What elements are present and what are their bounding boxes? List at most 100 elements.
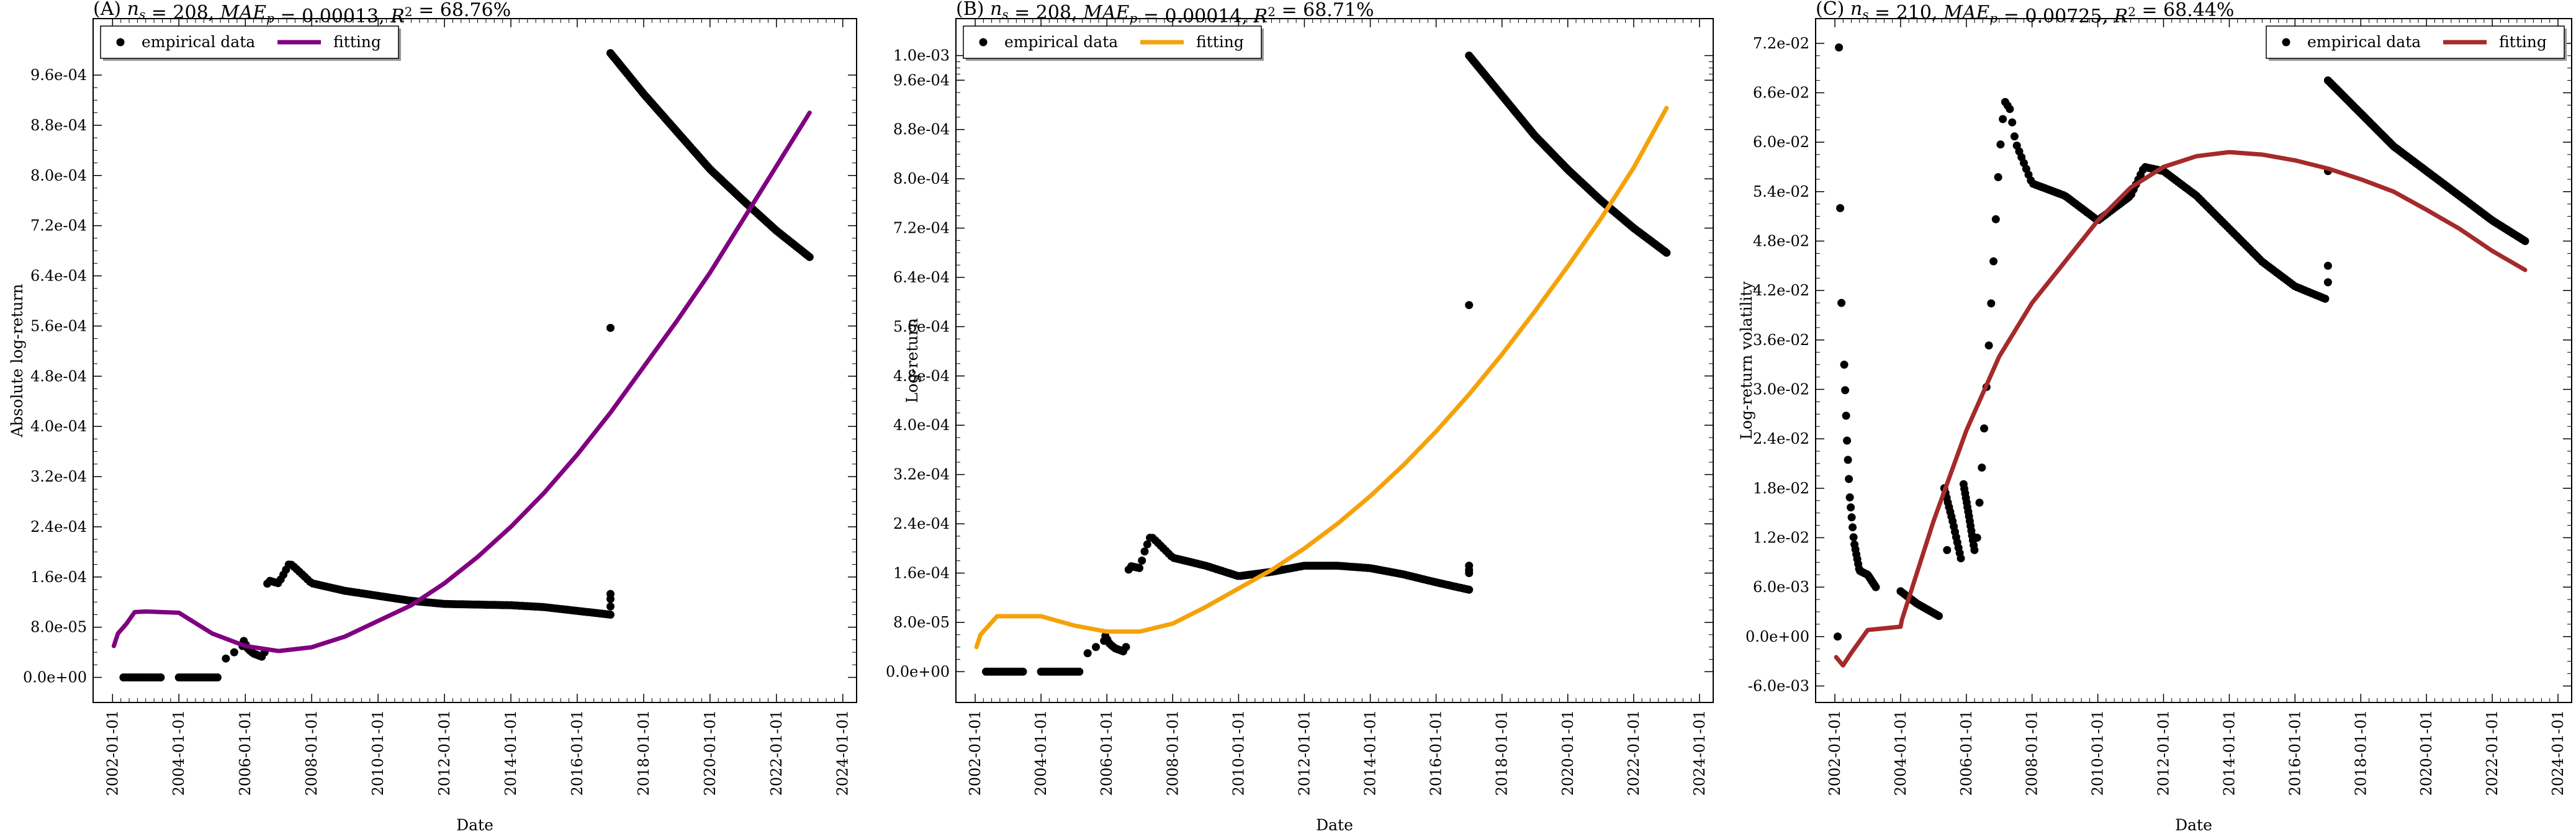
data-point — [1122, 643, 1130, 652]
panel-c: (C) ns = 210, MAEp = 0.00725, R2 = 68.44… — [1737, 0, 2572, 834]
y-tick-label: 1.2e-02 — [1753, 529, 1809, 546]
data-point — [2323, 261, 2332, 270]
y-tick-label: 4.8e-04 — [893, 367, 950, 385]
data-point — [1847, 503, 1855, 512]
y-tick-label: 0.0e+00 — [1745, 628, 1809, 645]
legend-label-fitting: fitting — [1196, 33, 1244, 51]
data-point — [230, 648, 238, 657]
data-point — [156, 673, 165, 682]
data-point — [1994, 173, 2002, 181]
data-point — [1984, 341, 1993, 350]
legend-label-fitting: fitting — [2499, 33, 2547, 51]
data-point — [1092, 643, 1100, 652]
data-point — [1843, 436, 1852, 445]
x-tick-label: 2014-01-01 — [502, 710, 520, 796]
data-point — [606, 323, 615, 332]
legend-label-empirical: empirical data — [142, 33, 255, 51]
data-point — [606, 611, 615, 619]
x-tick-label: 2018-01-01 — [635, 710, 652, 796]
data-point — [1662, 248, 1671, 257]
data-point — [1975, 498, 1984, 507]
x-tick-label: 2014-01-01 — [1362, 710, 1379, 796]
y-tick-label: 0.0e+00 — [886, 663, 950, 680]
data-point — [1935, 612, 1943, 621]
y-tick-label: 1.8e-02 — [1753, 480, 1809, 497]
x-tick-label: 2020-01-01 — [2418, 710, 2435, 796]
legend-box — [963, 25, 1262, 59]
data-point — [2010, 132, 2019, 141]
x-tick-label: 2004-01-01 — [170, 710, 187, 796]
data-point — [1849, 523, 1857, 532]
legend-box — [100, 25, 399, 59]
x-axis-title: Date — [456, 816, 493, 834]
data-point — [2321, 294, 2330, 303]
data-point — [1973, 534, 1981, 542]
data-point — [1871, 583, 1880, 591]
data-point — [222, 654, 230, 663]
y-tick-label: 0.0e+00 — [23, 669, 87, 686]
data-point — [1465, 301, 1474, 310]
y-tick-label: 4.0e-04 — [893, 416, 950, 434]
data-point — [1978, 464, 1986, 472]
data-point — [1989, 257, 1998, 266]
y-tick-label: 3.2e-04 — [30, 468, 87, 485]
x-tick-label: 2006-01-01 — [1098, 710, 1115, 796]
y-tick-label: 8.0e-04 — [893, 170, 950, 187]
x-tick-label: 2024-01-01 — [2549, 710, 2567, 796]
x-tick-label: 2008-01-01 — [2024, 710, 2041, 796]
x-tick-label: 2022-01-01 — [1625, 710, 1642, 796]
x-tick-label: 2024-01-01 — [1691, 710, 1708, 796]
chart-title: (B) ns = 208, MAEp = 0.00014, R2 = 68.71… — [956, 0, 1374, 27]
y-tick-label: 9.6e-04 — [30, 66, 87, 84]
y-tick-label: 3.2e-04 — [893, 466, 950, 483]
y-tick-label: -6.0e-03 — [1748, 677, 1809, 694]
y-tick-label: 6.0e-03 — [1753, 578, 1809, 596]
legend-label-empirical: empirical data — [2307, 33, 2421, 51]
y-tick-label: 2.4e-02 — [1753, 430, 1809, 447]
legend-label-empirical: empirical data — [1004, 33, 1118, 51]
x-tick-label: 2008-01-01 — [1164, 710, 1181, 796]
legend: empirical data fitting — [963, 25, 1264, 61]
data-point — [1991, 215, 2000, 223]
x-tick-label: 2012-01-01 — [436, 710, 453, 796]
chart-title: (A) ns = 208, MAEp = 0.00013, R2 = 68.76… — [93, 0, 511, 27]
data-point — [1987, 299, 1996, 308]
data-point — [1847, 513, 1856, 522]
y-tick-label: 2.4e-04 — [893, 515, 950, 532]
y-tick-label: 1.0e-03 — [893, 47, 950, 65]
x-tick-label: 2002-01-01 — [1826, 710, 1844, 796]
data-point — [1970, 545, 1979, 554]
data-point — [1143, 540, 1151, 549]
data-point — [1083, 649, 1092, 658]
y-tick-label: 7.2e-02 — [1753, 35, 1809, 52]
y-axis-title: Log-return — [903, 318, 921, 403]
chart-title: (C) ns = 210, MAEp = 0.00725, R2 = 68.44… — [1816, 0, 2234, 27]
x-tick-label: 2014-01-01 — [2220, 710, 2238, 796]
data-point — [2323, 278, 2332, 287]
plot-area — [1834, 43, 2529, 668]
x-tick-label: 2010-01-01 — [369, 710, 387, 796]
y-tick-label: 5.6e-04 — [30, 317, 87, 334]
data-point — [1841, 386, 1850, 395]
x-tick-label: 2006-01-01 — [1958, 710, 1975, 796]
x-tick-label: 2004-01-01 — [1892, 710, 1909, 796]
x-tick-label: 2006-01-01 — [236, 710, 254, 796]
x-axis-title: Date — [2175, 816, 2212, 834]
y-tick-label: 6.0e-02 — [1753, 133, 1809, 151]
x-tick-label: 2016-01-01 — [2286, 710, 2304, 796]
y-tick-label: 3.6e-02 — [1753, 331, 1809, 349]
data-point — [1845, 475, 1853, 483]
data-point — [1834, 632, 1842, 641]
panel-b: (B) ns = 208, MAEp = 0.00014, R2 = 68.71… — [886, 0, 1714, 834]
data-point — [2008, 118, 2017, 127]
data-point — [1140, 547, 1149, 556]
y-tick-label: 8.0e-05 — [30, 619, 87, 636]
y-axis-title: Absolute log-return — [8, 284, 26, 437]
y-tick-label: 6.4e-04 — [893, 269, 950, 286]
x-tick-label: 2016-01-01 — [1428, 710, 1445, 796]
y-tick-label: 8.8e-04 — [893, 121, 950, 138]
legend-marker-empirical — [116, 38, 125, 47]
y-tick-label: 6.6e-02 — [1753, 84, 1809, 101]
x-tick-label: 2010-01-01 — [1230, 710, 1247, 796]
x-tick-label: 2018-01-01 — [1493, 710, 1511, 796]
